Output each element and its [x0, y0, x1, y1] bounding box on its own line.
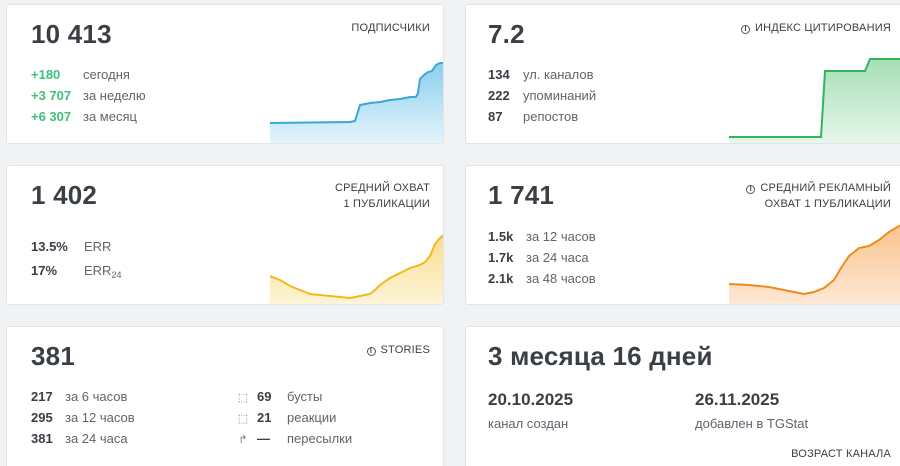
info-icon[interactable]: i — [746, 185, 756, 194]
boost-icon: ⬚ — [237, 392, 249, 404]
citation-card: 7.2 i ИНДЕКС ЦИТИРОВАНИЯ 134 ул. каналов 2… — [465, 4, 900, 144]
ad-reach-12h: 1.5k за 12 часов — [488, 229, 596, 244]
created-label: канал создан — [488, 416, 569, 431]
channel-age: 3 месяца 16 дней — [488, 341, 713, 371]
reach-value: 1 402 — [31, 180, 98, 210]
ad-reach-card: 1 741 i СРЕДНИЙ РЕКЛАМНЫЙ ОХВАТ 1 ПУБЛИКА… — [465, 165, 900, 305]
citation-reposts: 87 репостов — [488, 109, 579, 124]
ad-reach-48h: 2.1k за 48 часов — [488, 271, 596, 286]
info-icon[interactable]: i — [741, 25, 751, 34]
subscribers-month: +6 307 за месяц — [31, 109, 137, 124]
ad-reach-sparkline — [729, 224, 900, 304]
citation-mentions: 222 упоминаний — [488, 88, 597, 103]
stories-reactions: ⬚ 21 реакции — [237, 410, 337, 425]
err-row: 13.5% ERR — [31, 239, 112, 254]
err24-row: 17% ERR24 — [31, 263, 122, 280]
reach-sparkline — [270, 234, 443, 304]
forward-icon: ↱ — [238, 434, 248, 446]
reach-label: СРЕДНИЙ ОХВАТ 1 ПУБЛИКАЦИИ — [334, 182, 430, 210]
created-date: 20.10.2025 — [488, 390, 574, 409]
added-label: добавлен в TGStat — [695, 416, 809, 431]
reach-card: 1 402 СРЕДНИЙ ОХВАТ 1 ПУБЛИКАЦИИ 13.5% ER… — [6, 165, 444, 305]
citation-label: i ИНДЕКС ЦИТИРОВАНИЯ — [741, 20, 891, 36]
ad-reach-24h: 1.7k за 24 часа — [488, 250, 589, 265]
ad-reach-value: 1 741 — [488, 180, 555, 210]
stories-label: i STORIES — [366, 342, 431, 358]
subscribers-week: +3 707 за неделю — [31, 88, 146, 103]
stories-6h: 217 за 6 часов — [31, 389, 128, 404]
added-date: 26.11.2025 — [695, 390, 780, 409]
stories-boosts: ⬚ 69 бусты — [237, 389, 323, 404]
stories-24h: 381 за 24 часа — [31, 431, 128, 446]
stories-forwards: ↱ — пересылки — [238, 431, 353, 446]
ad-reach-label: i СРЕДНИЙ РЕКЛАМНЫЙ ОХВАТ 1 ПУБЛИКАЦИИ — [746, 180, 891, 212]
channel-age-card: 3 месяца 16 дней 20.10.2025 канал создан… — [465, 326, 900, 466]
stories-count: 381 — [31, 341, 75, 371]
subscribers-label: ПОДПИСЧИКИ — [351, 22, 430, 34]
citation-index: 7.2 — [488, 19, 525, 49]
stories-card: 381 i STORIES 217 за 6 часов 295 за 12 часо… — [6, 326, 444, 466]
stories-12h: 295 за 12 часов — [31, 410, 135, 425]
subscribers-count: 10 413 — [31, 19, 112, 49]
citation-sparkline — [729, 58, 900, 143]
subscribers-card: 10 413 ПОДПИСЧИКИ +180 сегодня +3 707 за н… — [6, 4, 444, 144]
subscribers-sparkline — [270, 62, 443, 143]
channel-age-label: ВОЗРАСТ КАНАЛА — [791, 448, 891, 460]
reaction-icon: ⬚ — [237, 413, 249, 425]
citation-channels: 134 ул. каналов — [488, 67, 594, 82]
subscribers-today: +180 сегодня — [31, 67, 130, 82]
info-icon[interactable]: i — [366, 347, 376, 356]
